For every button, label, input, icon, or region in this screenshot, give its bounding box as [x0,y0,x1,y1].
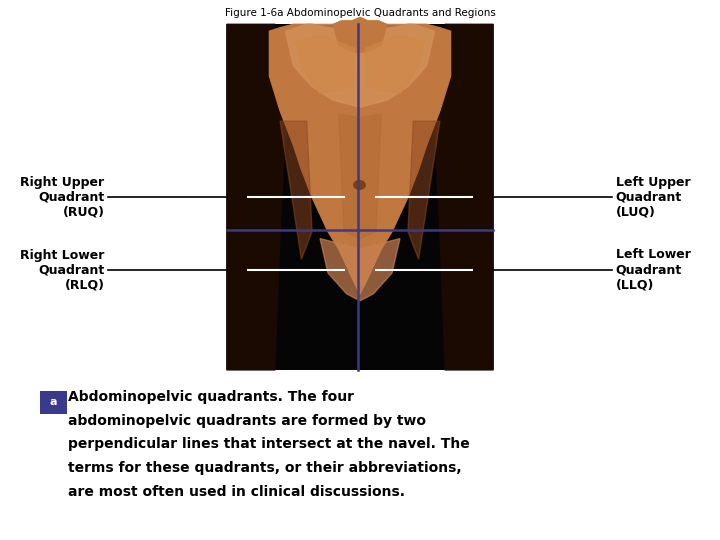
Text: perpendicular lines that intersect at the navel. The: perpendicular lines that intersect at th… [68,437,470,451]
Polygon shape [280,121,312,259]
Polygon shape [269,24,451,294]
Polygon shape [320,239,400,301]
Text: Left Lower
Quadrant
(LLQ): Left Lower Quadrant (LLQ) [616,248,690,292]
Polygon shape [285,24,435,107]
Text: Left Upper
Quadrant
(LUQ): Left Upper Quadrant (LUQ) [616,176,690,219]
Bar [227,24,493,370]
Polygon shape [435,24,493,370]
Circle shape [354,181,365,190]
Text: Right Lower
Quadrant
(RLQ): Right Lower Quadrant (RLQ) [20,248,104,292]
Text: terms for these quadrants, or their abbreviations,: terms for these quadrants, or their abbr… [68,461,462,475]
Polygon shape [227,24,285,370]
Text: Abdominopelvic quadrants. The four: Abdominopelvic quadrants. The four [68,390,354,404]
Polygon shape [333,17,387,52]
Text: a: a [50,397,57,407]
Text: Right Upper
Quadrant
(RUQ): Right Upper Quadrant (RUQ) [20,176,104,219]
Text: Figure 1-6a Abdominopelvic Quadrants and Regions: Figure 1-6a Abdominopelvic Quadrants and… [225,8,495,18]
Polygon shape [338,114,382,239]
Polygon shape [408,121,440,259]
Polygon shape [296,35,355,93]
Polygon shape [365,35,424,93]
Bar [40,391,67,414]
Text: abdominopelvic quadrants are formed by two: abdominopelvic quadrants are formed by t… [68,414,426,428]
Text: are most often used in clinical discussions.: are most often used in clinical discussi… [68,485,405,499]
